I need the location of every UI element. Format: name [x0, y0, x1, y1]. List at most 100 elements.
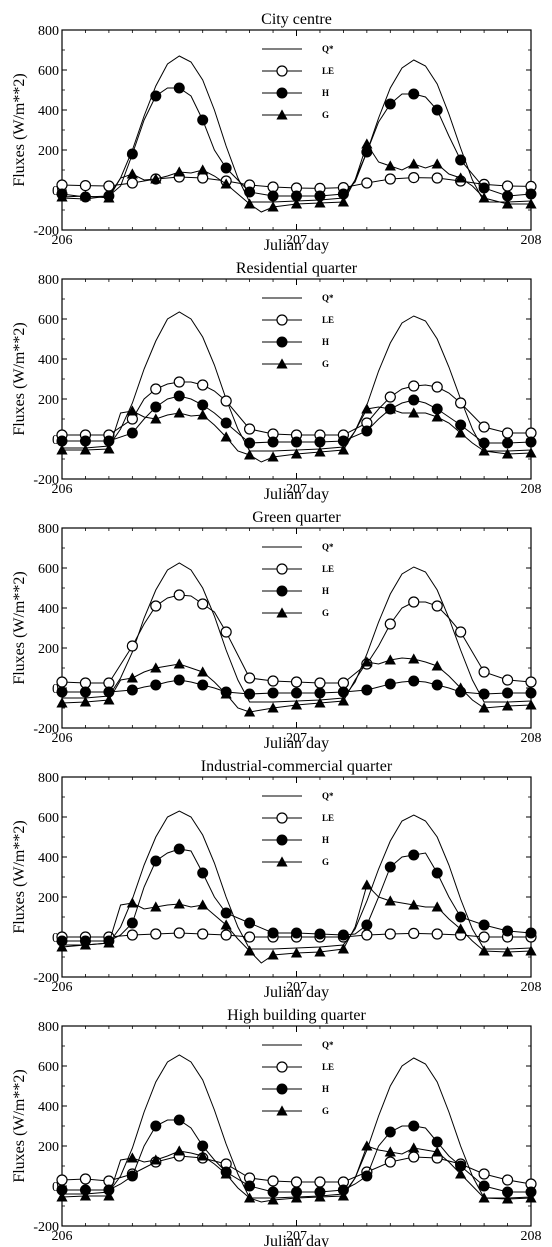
y-axis-label: Fluxes (W/m**2) — [11, 820, 28, 933]
data-point — [244, 1192, 256, 1203]
y-tick-label: 0 — [52, 931, 59, 946]
y-tick-label: 400 — [38, 104, 59, 119]
data-point — [150, 1120, 162, 1132]
legend-marker — [276, 812, 288, 824]
data-point — [501, 946, 514, 957]
legend-label: LE — [322, 813, 334, 823]
data-point — [455, 911, 467, 923]
y-tick-label: 0 — [52, 682, 59, 697]
data-point — [525, 676, 537, 688]
data-point — [244, 449, 256, 460]
data-point — [502, 925, 514, 937]
data-point — [267, 1175, 279, 1187]
legend-label: LE — [322, 315, 334, 325]
data-point — [361, 656, 373, 667]
data-point — [267, 675, 279, 687]
data-point — [455, 626, 467, 638]
data-point — [103, 694, 115, 705]
data-point — [173, 390, 185, 402]
series-G — [56, 403, 537, 463]
series-G — [56, 653, 537, 717]
legend-label: Q* — [322, 791, 334, 801]
data-point — [56, 191, 68, 202]
y-axis-label: Fluxes (W/m**2) — [11, 322, 28, 435]
y-tick-label: 200 — [38, 642, 59, 657]
data-point — [79, 939, 92, 950]
legend-label: LE — [322, 564, 334, 574]
data-point — [79, 696, 92, 707]
data-point — [56, 941, 68, 952]
legend-marker — [276, 607, 288, 618]
data-point — [197, 1140, 209, 1152]
data-point — [197, 399, 209, 411]
data-point — [290, 1192, 303, 1203]
data-point — [126, 672, 138, 683]
data-point — [478, 945, 490, 956]
data-point — [197, 172, 209, 184]
data-point — [337, 444, 349, 455]
x-tick-label: 208 — [521, 1229, 542, 1244]
data-point — [244, 1180, 256, 1192]
data-point — [384, 1126, 396, 1138]
series-G — [56, 138, 537, 213]
data-point — [431, 1136, 443, 1148]
data-point — [173, 166, 185, 177]
x-tick-label: 206 — [52, 482, 73, 497]
data-point — [478, 445, 490, 456]
data-point — [244, 423, 256, 435]
legend-marker — [276, 834, 288, 846]
data-point — [502, 437, 514, 449]
data-point — [431, 1146, 443, 1157]
data-point — [126, 413, 138, 425]
data-point — [361, 879, 373, 890]
data-point — [244, 198, 256, 209]
y-tick-label: 400 — [38, 602, 59, 617]
data-point — [173, 658, 185, 669]
data-point — [150, 173, 162, 184]
data-point — [408, 172, 420, 184]
legend-label: G — [322, 608, 329, 618]
data-point — [525, 1192, 537, 1203]
data-point — [126, 684, 138, 696]
data-point — [150, 679, 162, 691]
x-tick-label: 207 — [286, 233, 307, 248]
legend-label: Q* — [322, 1040, 334, 1050]
plot-frame — [61, 776, 532, 978]
data-point — [103, 443, 115, 454]
data-point — [126, 177, 138, 189]
data-point — [150, 662, 162, 673]
y-tick-label: 200 — [38, 393, 59, 408]
x-axis-label: Julian day — [264, 1233, 329, 1247]
data-point — [408, 1142, 420, 1153]
data-point — [478, 919, 490, 931]
x-tick-label: 208 — [521, 482, 542, 497]
data-point — [455, 427, 467, 438]
data-point — [408, 1151, 420, 1163]
x-tick-label: 206 — [52, 731, 73, 746]
series-line — [61, 884, 532, 964]
data-point — [478, 421, 490, 433]
data-point — [478, 182, 490, 194]
data-point — [408, 407, 420, 418]
y-tick-label: 0 — [52, 184, 59, 199]
data-point — [431, 660, 443, 671]
data-point — [126, 168, 138, 179]
data-point — [408, 158, 420, 169]
data-point — [501, 1193, 514, 1204]
y-tick-label: 200 — [38, 891, 59, 906]
x-tick-label: 206 — [52, 980, 73, 995]
panel-title: Industrial-commercial quarter — [201, 758, 393, 775]
legend-marker — [276, 87, 288, 99]
data-point — [478, 1192, 490, 1203]
data-point — [103, 192, 115, 203]
y-tick-label: 200 — [38, 1140, 59, 1155]
data-point — [267, 201, 279, 212]
data-point — [431, 411, 443, 422]
data-point — [173, 843, 185, 855]
data-point — [197, 867, 209, 879]
data-point — [126, 640, 138, 652]
data-point — [291, 687, 302, 699]
data-point — [431, 381, 443, 393]
legend-marker — [276, 336, 288, 348]
legend-label: H — [322, 337, 329, 347]
